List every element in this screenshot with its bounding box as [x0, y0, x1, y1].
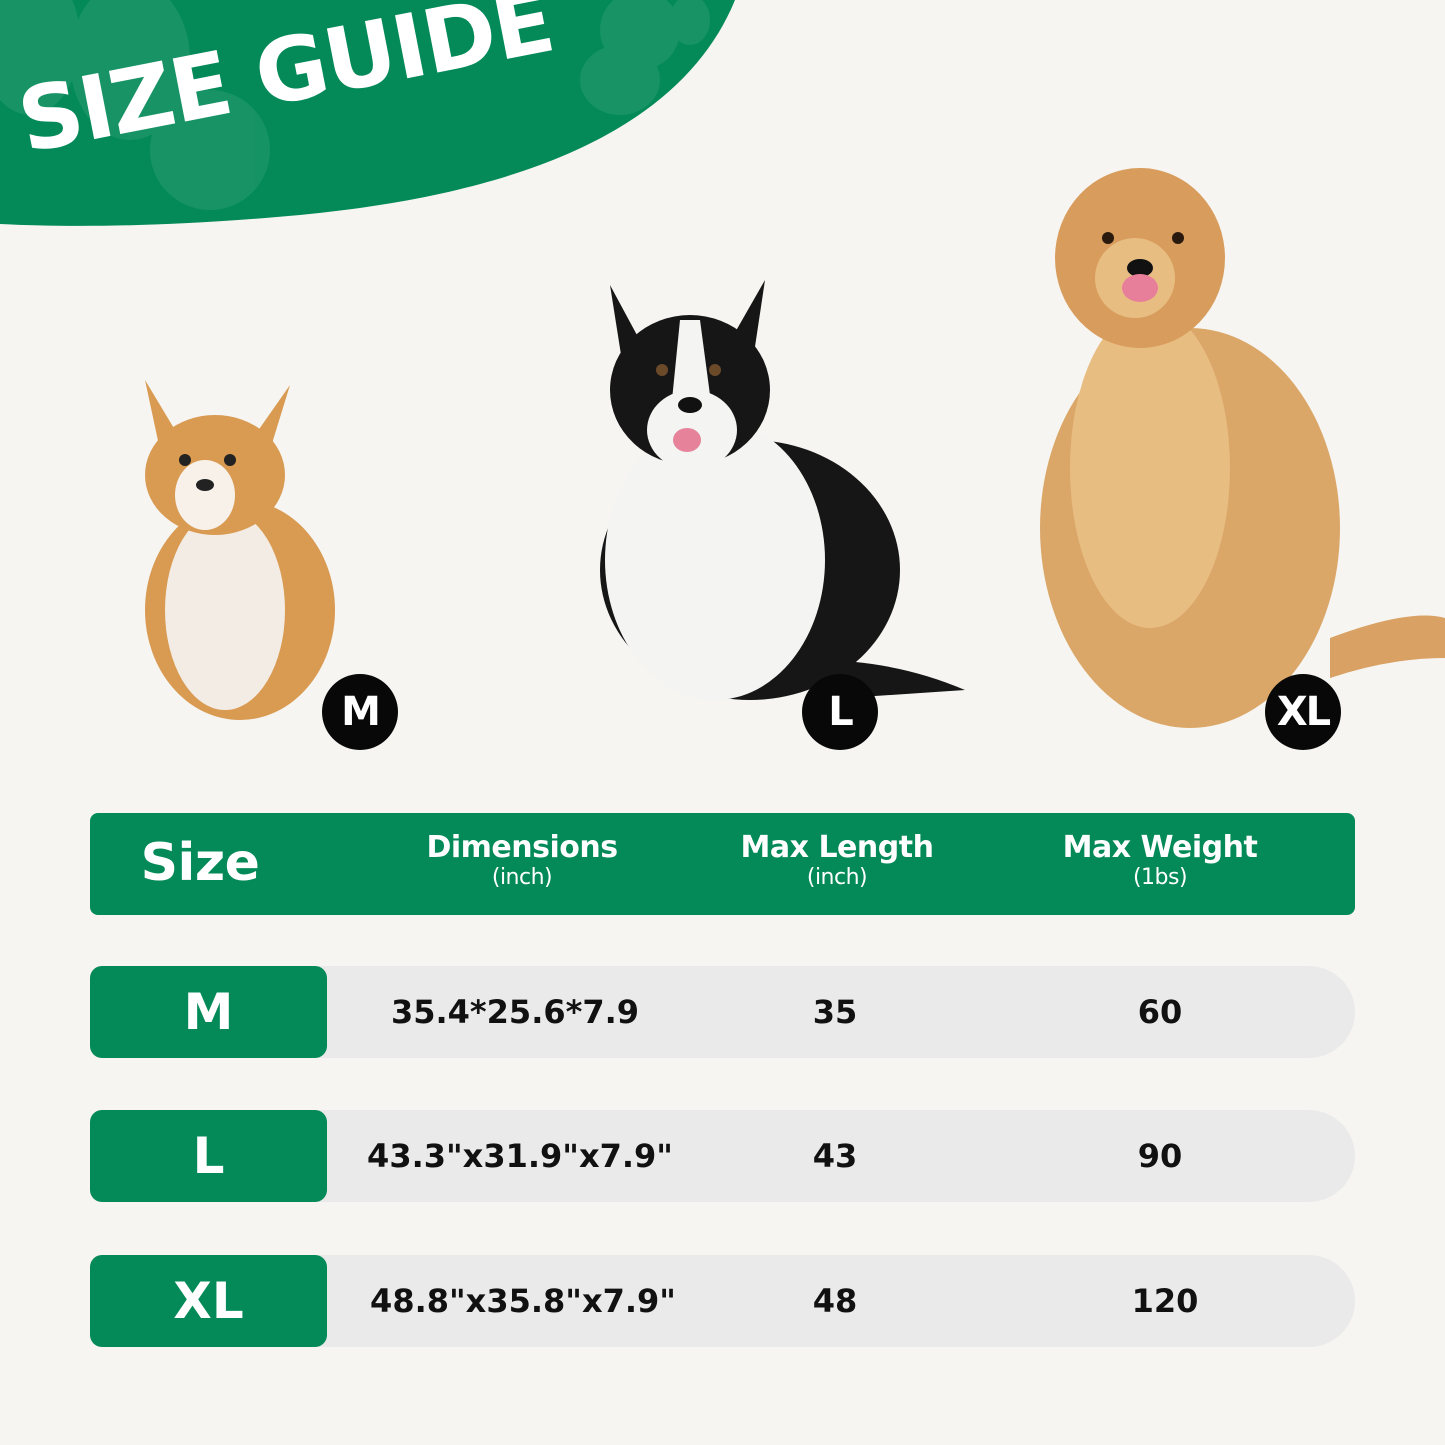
row-max-length: 35	[812, 993, 858, 1031]
header-label: Max Length	[740, 830, 934, 865]
size-badge-l: L	[802, 674, 878, 750]
row-max-weight: 60	[1137, 993, 1183, 1031]
row-dimensions: 35.4*25.6*7.9	[390, 993, 640, 1031]
corgi-image	[145, 380, 335, 720]
row-max-length: 43	[812, 1137, 858, 1175]
header-label: Max Weight	[1062, 830, 1258, 865]
header-unit: (inch)	[491, 865, 553, 890]
row-background	[310, 1110, 1355, 1202]
row-background	[310, 1255, 1355, 1347]
border-collie-image	[600, 280, 965, 700]
header-label: Dimensions	[426, 830, 618, 865]
row-max-weight: 90	[1137, 1137, 1183, 1175]
row-size: M	[90, 966, 327, 1058]
table-row: M 35.4*25.6*7.9 35 60	[90, 966, 1355, 1058]
table-row: XL 48.8"x35.8"x7.9" 48 120	[90, 1255, 1355, 1347]
row-max-length: 48	[812, 1282, 858, 1320]
header-size: Size	[140, 833, 260, 893]
golden-retriever-image	[1040, 168, 1445, 728]
row-size: L	[90, 1110, 327, 1202]
size-badge-m: M	[322, 674, 398, 750]
row-max-weight: 120	[1131, 1282, 1199, 1320]
row-dimensions: 43.3"x31.9"x7.9"	[367, 1137, 673, 1175]
header-unit: (1bs)	[1132, 865, 1188, 890]
header-unit: (inch)	[806, 865, 868, 890]
row-background	[310, 966, 1355, 1058]
table-header: Size Dimensions (inch) Max Length (inch) M…	[90, 813, 1355, 915]
header-max-length: Max Length (inch)	[687, 831, 987, 891]
size-badge-xl: XL	[1265, 674, 1341, 750]
header-dimensions: Dimensions (inch)	[372, 831, 672, 891]
table-row: L 43.3"x31.9"x7.9" 43 90	[90, 1110, 1355, 1202]
title-banner	[0, 0, 735, 226]
header-max-weight: Max Weight (1bs)	[1010, 831, 1310, 891]
row-dimensions: 48.8"x35.8"x7.9"	[370, 1282, 676, 1320]
row-size: XL	[90, 1255, 327, 1347]
